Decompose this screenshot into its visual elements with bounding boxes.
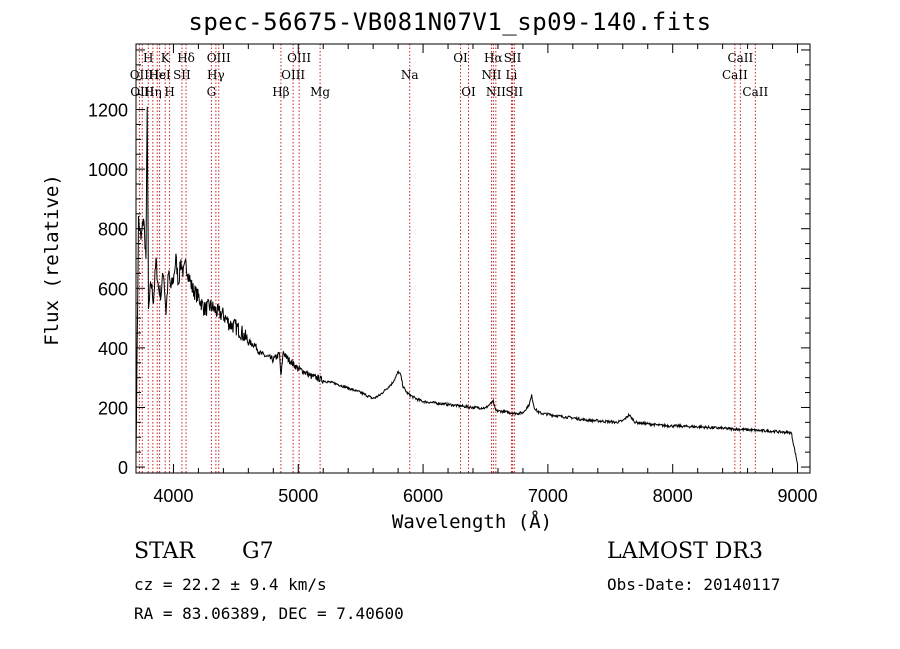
line-label-19: OI xyxy=(461,85,476,99)
line-label-7: H xyxy=(164,85,174,99)
line-label-10: G xyxy=(207,85,217,99)
x-tick-label: 4000 xyxy=(153,486,193,506)
chart-title: spec-56675-VB081N07V1_sp09-140.fits xyxy=(188,8,712,36)
y-axis-label: Flux (relative) xyxy=(41,174,63,346)
line-label-13: Hβ xyxy=(272,85,289,99)
obs-date: Obs-Date: 20140117 xyxy=(607,575,781,594)
x-tick-label: 6000 xyxy=(403,486,443,506)
emission-line-markers xyxy=(138,44,756,473)
line-label-8: SII xyxy=(173,68,191,82)
line-label-2: H xyxy=(143,51,153,65)
line-label-12: OIII xyxy=(207,51,231,65)
plot-frame xyxy=(135,43,811,474)
line-label-27: CaII xyxy=(727,51,753,65)
line-label-17: Na xyxy=(401,68,419,82)
line-label-0: OII xyxy=(130,68,150,82)
survey-name: LAMOST DR3 xyxy=(607,539,763,564)
line-label-14: OIII xyxy=(281,68,305,82)
line-label-28: CaII xyxy=(742,85,768,99)
line-label-23: Li xyxy=(506,68,518,82)
y-tick-label: 800 xyxy=(98,220,128,240)
object-subclass: G7 xyxy=(242,539,274,564)
line-label-1: OIII xyxy=(130,85,154,99)
line-label-4: Hε xyxy=(149,68,166,82)
y-tick-label: 600 xyxy=(98,279,128,299)
spectrum-series-line xyxy=(135,106,798,465)
line-label-18: OI xyxy=(453,51,468,65)
plot-axes: 4000 5000 6000 7000 8000 9000 0 200 400 600 800 100… xyxy=(88,43,818,506)
line-label-22: NII xyxy=(486,85,506,99)
line-label-25: SII xyxy=(505,85,523,99)
y-tick-label: 1000 xyxy=(88,160,128,180)
x-axis-label: Wavelength (Å) xyxy=(392,510,552,533)
line-label-20: NII xyxy=(481,68,501,82)
y-tick-label: 200 xyxy=(98,398,128,418)
x-tick-label: 7000 xyxy=(528,486,568,506)
object-class: STAR xyxy=(134,539,195,564)
x-tick-label: 5000 xyxy=(278,486,318,506)
line-label-16: Mg xyxy=(310,85,330,99)
y-tick-label: 400 xyxy=(98,339,128,359)
x-tick-label: 9000 xyxy=(777,486,817,506)
line-label-15: OIII xyxy=(287,51,311,65)
y-tick-label: 1200 xyxy=(88,101,128,121)
line-label-6: K xyxy=(161,51,171,65)
line-label-11: Hγ xyxy=(207,68,225,82)
coordinates: RA = 83.06389, DEC = 7.40600 xyxy=(134,604,404,623)
line-label-3: Hη xyxy=(144,85,162,99)
line-label-26: CaII xyxy=(722,68,748,82)
redshift-text: cz = 22.2 ± 9.4 km/s xyxy=(134,575,327,594)
y-tick-label: 0 xyxy=(118,458,128,478)
line-label-5: HeI xyxy=(148,68,171,82)
line-label-24: SII xyxy=(504,51,522,65)
line-label-9: Hδ xyxy=(177,51,195,65)
line-label-21: Hα xyxy=(484,51,503,65)
emission-line-labels: OIIOIIIHHηHεHeIKHSIIHδGHγOIIIHβOIIIOIIIM… xyxy=(130,51,769,99)
x-tick-label: 8000 xyxy=(653,486,693,506)
